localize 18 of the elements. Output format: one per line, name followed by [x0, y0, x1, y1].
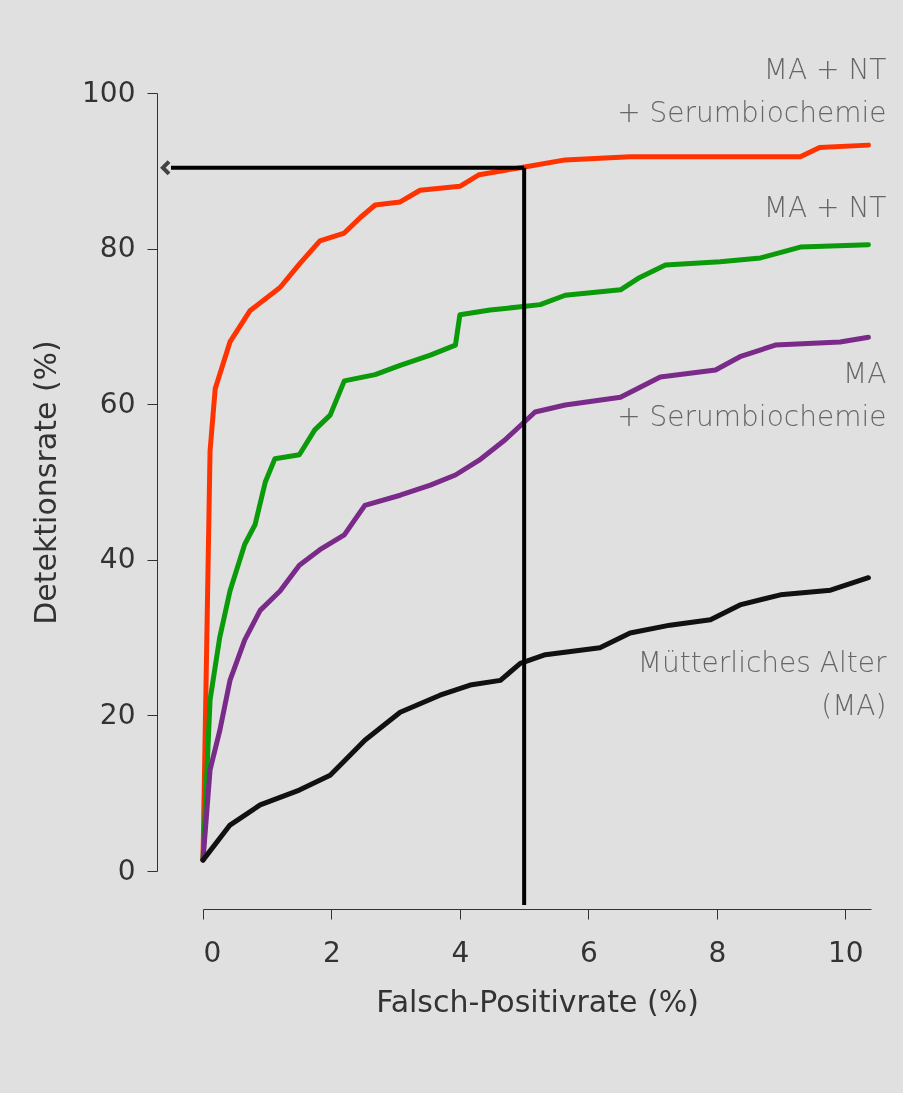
x-tick-label: 10	[827, 935, 864, 969]
x-tick-label: 8	[708, 935, 727, 969]
y-tick-label: 40	[99, 542, 136, 576]
series-label: MA + Serumbiochemie	[617, 357, 887, 434]
series-label: Mütterliches Alter (MA)	[637, 645, 887, 722]
y-tick-label: 20	[99, 697, 136, 731]
y-tick-label: 80	[99, 231, 136, 265]
y-axis-title: Detektionsrate (%)	[28, 340, 64, 625]
x-tick-label: 4	[451, 935, 470, 969]
y-tick-label: 0	[117, 853, 136, 887]
series-label: MA + NT + Serumbiochemie	[617, 53, 887, 130]
y-tick-label: 100	[82, 75, 136, 109]
y-tick-label: 60	[99, 386, 136, 420]
x-tick-label: 2	[323, 935, 341, 969]
series-label: MA + NT	[763, 190, 887, 224]
x-tick-label: 6	[579, 935, 598, 969]
x-tick-label: 0	[203, 935, 222, 969]
x-axis-title: Falsch-Positivrate (%)	[376, 983, 699, 1019]
